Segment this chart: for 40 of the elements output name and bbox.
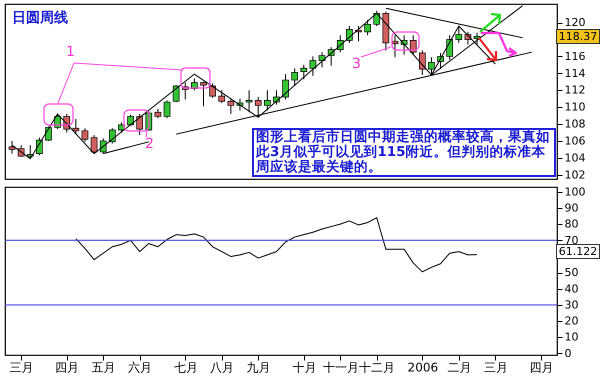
x-tick-label: 二月 xyxy=(447,360,472,374)
x-tick-label: 四月 xyxy=(529,360,554,374)
y-tick-label: 110 xyxy=(564,100,586,114)
y-tick-label: 40 xyxy=(564,282,578,296)
x-tick-label: 2006 xyxy=(408,360,438,374)
y-tick-label: 108 xyxy=(564,118,586,131)
x-tick-label: 三月 xyxy=(484,360,508,374)
y-tick-label: 20 xyxy=(564,314,578,328)
y-tick-label: 10 xyxy=(564,330,578,344)
x-tick-label: 十一月 xyxy=(322,360,359,374)
text: 61.122 xyxy=(556,244,600,259)
annotation: 3 xyxy=(352,56,361,72)
x-tick-label: 六月 xyxy=(128,360,152,374)
y-tick-label: 104 xyxy=(564,151,586,164)
y-tick-label: 106 xyxy=(564,134,586,148)
x-tick-label: 三月 xyxy=(10,360,34,374)
x-tick-label: 五月 xyxy=(92,360,116,374)
y-tick-label: 50 xyxy=(564,266,578,280)
annotation: 1 xyxy=(66,44,75,60)
y-tick-label: 120 xyxy=(564,16,586,30)
y-tick-label: 70 xyxy=(564,234,578,247)
x-tick-label: 十月 xyxy=(292,360,316,374)
chart-title: 日圆周线 xyxy=(12,9,68,27)
x-tick-label: 十二月 xyxy=(359,360,396,374)
y-tick-label: 100 xyxy=(564,185,586,198)
x-tick-label: 四月 xyxy=(55,360,80,374)
x-tick-label: 九月 xyxy=(246,360,271,374)
y-tick-label: 112 xyxy=(564,84,586,97)
annotation: 图形上看后市日圆中期走强的概率较高，果真如此3月似乎可以见到115附近。但判别的标准本周应该是最关键的。 xyxy=(252,128,556,177)
x-tick-label: 七月 xyxy=(174,360,198,374)
x-tick-label: 八月 xyxy=(210,360,234,374)
y-tick-label: 90 xyxy=(564,202,578,214)
annotation: 2 xyxy=(145,136,154,152)
y-tick-label: 102 xyxy=(564,168,586,182)
y-tick-label: 30 xyxy=(564,298,578,312)
y-tick-label: 0 xyxy=(564,346,572,360)
y-tick-label: 80 xyxy=(564,218,578,231)
text: 118.37 xyxy=(556,29,600,44)
y-tick-label: 116 xyxy=(564,50,586,63)
y-tick-label: 114 xyxy=(564,66,586,80)
